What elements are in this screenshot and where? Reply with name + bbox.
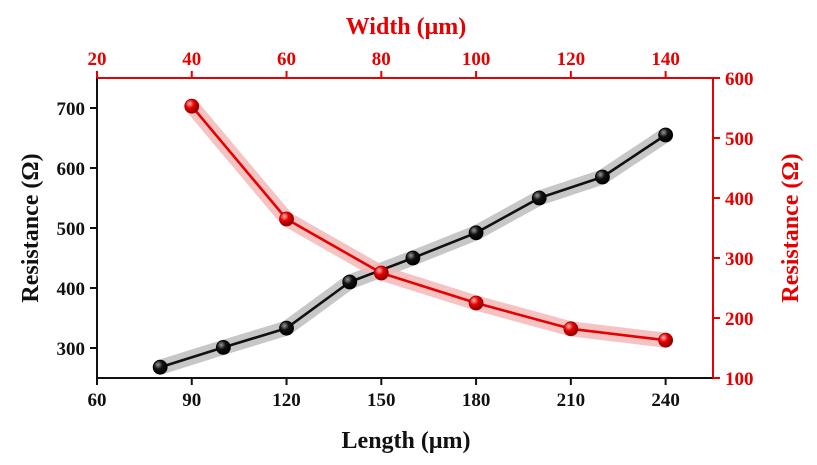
- left-tick-label: 500: [57, 219, 86, 240]
- tick-labels: 60 90 120 150 180 210 240 20 40 60 80 100 120 140 300 4…: [57, 49, 754, 411]
- data-point-length: [468, 225, 484, 241]
- bottom-axis-label: Length (μm): [342, 428, 471, 454]
- bottom-tick-label: 180: [462, 390, 491, 411]
- right-tick-label: 600: [725, 69, 754, 90]
- left-tick-label: 700: [57, 99, 86, 120]
- data-point-length: [595, 169, 610, 185]
- data-point-length: [658, 127, 674, 143]
- data-point-length: [405, 250, 421, 266]
- data-point-length: [215, 339, 231, 355]
- right-tick-label: 200: [725, 309, 754, 330]
- data-point-length: [342, 274, 358, 290]
- top-tick-label: 60: [277, 49, 296, 70]
- data-point-width: [279, 211, 294, 227]
- left-tick-label: 600: [57, 159, 86, 180]
- right-tick-label: 400: [725, 189, 754, 210]
- data-point-length: [531, 190, 547, 206]
- left-tick-label: 300: [57, 339, 86, 360]
- bottom-tick-label: 60: [88, 390, 107, 411]
- right-tick-label: 500: [725, 129, 754, 150]
- right-axis-label: Resistance (Ω): [778, 153, 804, 302]
- data-point-length: [279, 320, 294, 336]
- top-tick-label: 100: [462, 49, 491, 70]
- right-tick-label: 300: [725, 249, 754, 270]
- bottom-tick-label: 120: [272, 390, 301, 411]
- error-band-width: [184, 98, 674, 348]
- top-tick-label: 120: [557, 49, 586, 70]
- top-tick-label: 20: [88, 49, 107, 70]
- data-point-width: [373, 265, 389, 281]
- data-point-width: [658, 332, 674, 348]
- right-tick-label: 100: [725, 369, 754, 390]
- data-point-width: [468, 295, 484, 311]
- bottom-tick-label: 90: [182, 390, 201, 411]
- series-points: [152, 98, 674, 375]
- data-point-length: [152, 359, 168, 375]
- axes: [90, 71, 720, 385]
- data-point-width: [563, 321, 579, 337]
- top-tick-label: 140: [651, 49, 680, 70]
- left-axis-label: Resistance (Ω): [18, 153, 44, 302]
- bottom-tick-label: 150: [367, 390, 396, 411]
- top-axis-label: Width (μm): [346, 14, 467, 40]
- bottom-tick-label: 210: [557, 390, 586, 411]
- top-tick-label: 80: [372, 49, 391, 70]
- series-line-width: [190, 105, 666, 342]
- data-point-width: [184, 98, 200, 114]
- top-tick-label: 40: [182, 49, 201, 70]
- confidence-bands: [152, 98, 674, 375]
- left-tick-label: 400: [57, 279, 86, 300]
- bottom-tick-label: 240: [651, 390, 680, 411]
